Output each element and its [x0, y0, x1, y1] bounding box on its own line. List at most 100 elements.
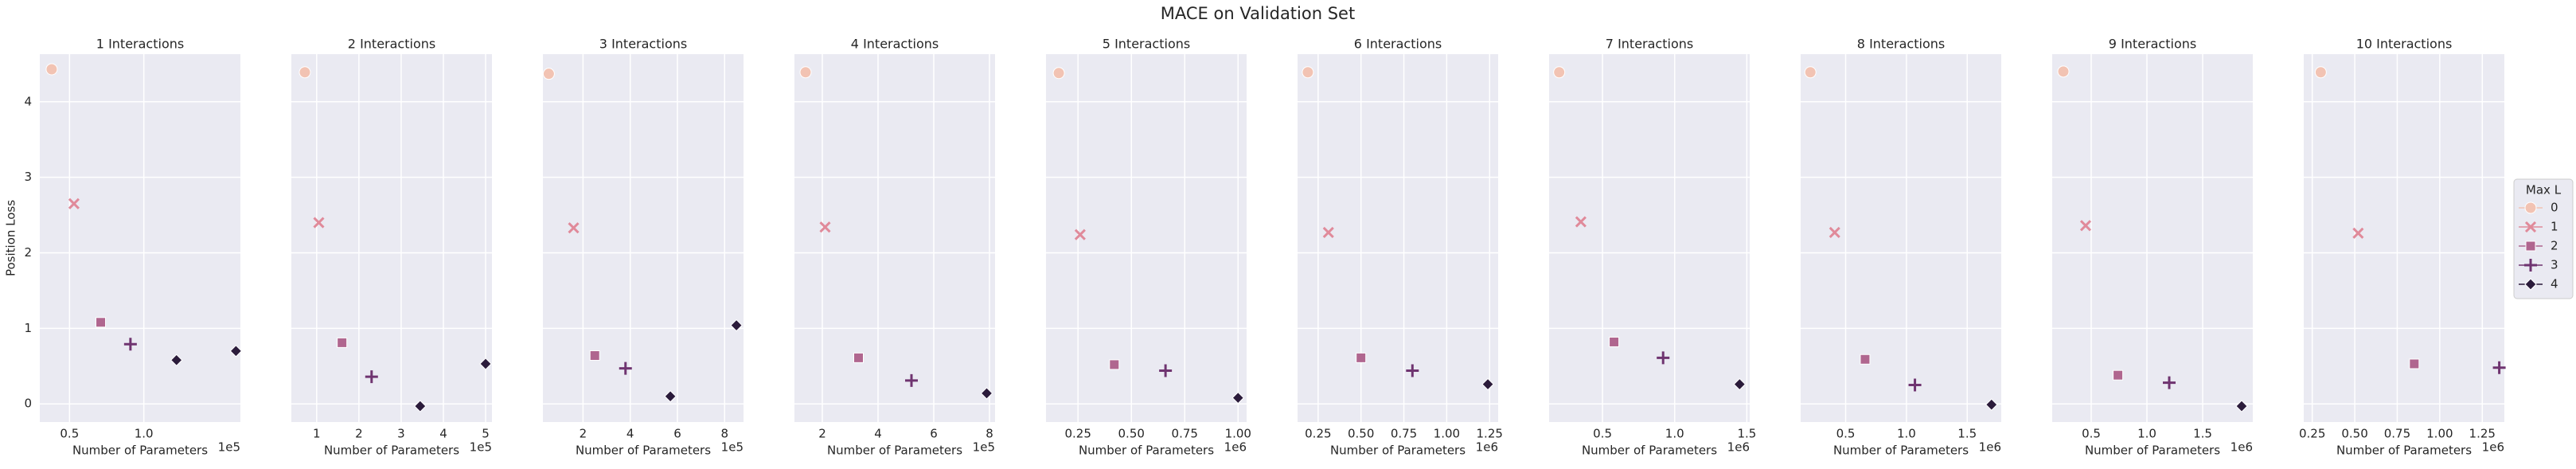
subplot-title: 6 Interactions [1354, 37, 1442, 52]
marker-square [589, 350, 600, 362]
x-tick-label: 4 [626, 427, 634, 441]
x-tick-label: 1.00 [1434, 427, 1460, 441]
x-tick-label: 1.0 [1897, 427, 1916, 441]
x-tick-label: 1.5 [2193, 427, 2212, 441]
y-tick-label: 2 [24, 245, 32, 260]
legend-title: Max L [2526, 183, 2562, 197]
x-axis-label: Number of Parameters [324, 444, 459, 458]
marker-diamond [980, 387, 993, 400]
plot-area [543, 54, 744, 422]
marker-square [1609, 336, 1620, 347]
marker-x [1575, 216, 1587, 228]
marker-diamond [479, 358, 492, 370]
x-tick-label: 3 [397, 427, 405, 441]
marker-plus [1908, 378, 1922, 392]
x-tick-label: 0.5 [1836, 427, 1856, 441]
marker-x [68, 197, 80, 209]
subplot-title: 9 Interactions [2109, 37, 2196, 52]
x-tick-label: 0.50 [1348, 427, 1374, 441]
legend-box [2513, 178, 2574, 299]
x-tick-label: 0.75 [2384, 427, 2410, 441]
y-tick-label: 1 [24, 321, 32, 335]
marker-x [2079, 220, 2092, 232]
marker-square [337, 337, 348, 348]
marker-x [2524, 221, 2537, 233]
x-axis-label: Number of Parameters [1330, 444, 1466, 458]
x-axis-label: Number of Parameters [72, 444, 208, 458]
marker-diamond [664, 390, 677, 403]
x-tick-label: 4 [874, 427, 882, 441]
x-tick-label: 0.25 [1305, 427, 1331, 441]
x-axis-label: Number of Parameters [1833, 444, 1969, 458]
legend-label: 1 [2551, 220, 2558, 234]
marker-x [313, 217, 325, 229]
x-tick-label: 0.75 [1172, 427, 1198, 441]
x-axis-label: Number of Parameters [1079, 444, 1214, 458]
x-tick-label: 1 [313, 427, 321, 441]
x-offset-label: 1e6 [1727, 440, 1750, 455]
plot-area [1549, 54, 1750, 422]
marker-square [96, 317, 107, 328]
marker-plus [905, 373, 918, 387]
marker-circle [1553, 66, 1566, 79]
figure-title: MACE on Validation Set [1161, 4, 1355, 23]
legend-label: 3 [2551, 258, 2558, 272]
y-tick-label: 3 [24, 170, 32, 184]
marker-square [2409, 358, 2420, 369]
x-tick-label: 1.25 [2469, 427, 2496, 441]
marker-circle [1052, 67, 1065, 80]
subplot-title: 2 Interactions [348, 37, 435, 52]
x-tick-label: 8 [721, 427, 729, 441]
legend-label: 4 [2551, 277, 2558, 291]
x-tick-label: 0.50 [1118, 427, 1145, 441]
marker-x [1322, 226, 1334, 238]
marker-x [1829, 226, 1840, 238]
plot-area [40, 54, 240, 422]
y-axis-label: Position Loss [4, 200, 18, 276]
x-tick-label: 2 [580, 427, 587, 441]
subplot-title: 7 Interactions [1606, 37, 1693, 52]
marker-x [819, 221, 831, 233]
marker-circle [542, 68, 555, 80]
marker-plus [1657, 351, 1670, 365]
marker-square [2113, 369, 2124, 381]
x-offset-label: 1e6 [1979, 440, 2001, 455]
y-tick-label: 0 [24, 397, 32, 411]
plot-area [2052, 54, 2253, 422]
x-tick-label: 0.75 [1391, 427, 1417, 441]
subplot-title: 3 Interactions [599, 37, 687, 52]
x-axis-label: Number of Parameters [2336, 444, 2472, 458]
x-tick-label: 2 [355, 427, 363, 441]
x-tick-label: 0.25 [1065, 427, 1091, 441]
marker-circle [1302, 66, 1314, 79]
marker-circle [1804, 66, 1817, 79]
x-axis-label: Number of Parameters [1582, 444, 1717, 458]
marker-circle [2314, 66, 2327, 79]
x-axis-label: Number of Parameters [2085, 444, 2220, 458]
marker-diamond [2524, 278, 2537, 291]
marker-plus [2492, 361, 2506, 374]
marker-plus [365, 370, 378, 384]
x-offset-label: 1e6 [1476, 440, 1498, 455]
x-tick-label: 4 [439, 427, 447, 441]
x-offset-label: 1e6 [2231, 440, 2253, 455]
plot-area [1298, 54, 1498, 422]
marker-plus [1159, 364, 1173, 377]
marker-diamond [1481, 377, 1494, 391]
x-offset-label: 1e5 [973, 440, 995, 455]
x-tick-label: 1.5 [1737, 427, 1756, 441]
subplot-title: 1 Interactions [96, 37, 184, 52]
x-tick-label: 1.25 [1477, 427, 1503, 441]
marker-diamond [2235, 400, 2248, 412]
x-offset-label: 1e6 [1224, 440, 1247, 455]
x-tick-label: 0.5 [60, 427, 79, 441]
x-tick-label: 1.0 [2137, 427, 2156, 441]
marker-circle [799, 66, 812, 79]
x-offset-label: 1e5 [721, 440, 744, 455]
x-tick-label: 1.00 [2426, 427, 2453, 441]
marker-plus [2163, 376, 2176, 389]
marker-diamond [414, 400, 427, 412]
marker-square [2525, 240, 2536, 252]
x-offset-label: 1e6 [2482, 440, 2504, 455]
